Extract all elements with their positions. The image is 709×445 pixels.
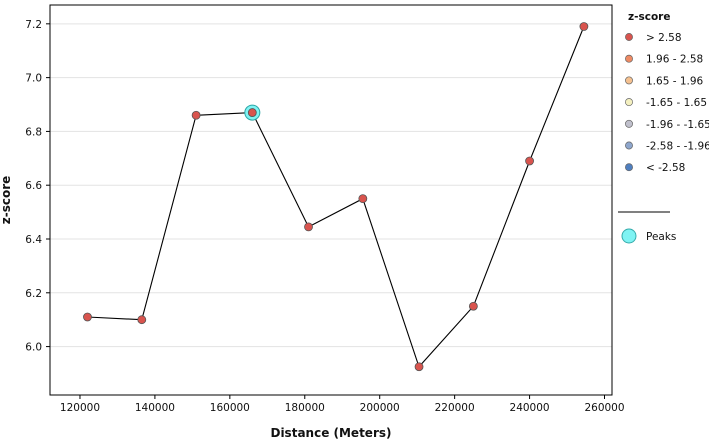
legend-label: 1.65 - 1.96	[646, 75, 704, 87]
legend: z-score > 2.58 1.96 - 2.58 1.65 - 1.96 -1.6…	[618, 11, 709, 244]
y-tick-label: 6.4	[25, 234, 42, 246]
y-axis: 6.0 6.2 6.4 6.6 6.8 7.0 7.2	[25, 19, 50, 354]
x-tick-label: 260000	[584, 402, 624, 414]
x-tick-label: 180000	[285, 402, 325, 414]
data-point	[468, 301, 478, 311]
data-point	[83, 312, 92, 322]
x-tick-label: 120000	[60, 402, 100, 414]
legend-peak-label: Peaks	[646, 231, 676, 243]
data-point	[525, 156, 534, 166]
legend-label: 1.96 - 2.58	[646, 54, 703, 66]
series-line	[87, 26, 585, 368]
y-tick-label: 6.8	[25, 126, 42, 138]
data-point	[414, 362, 424, 372]
legend-label: -1.96 - -1.65	[646, 119, 709, 131]
legend-label: < -2.58	[646, 162, 685, 174]
legend-swatch	[625, 76, 633, 85]
plot-frame	[49, 4, 613, 396]
legend-peak-marker	[621, 228, 637, 244]
legend-label: -1.65 - 1.65	[646, 97, 707, 109]
grid	[50, 23, 612, 348]
x-tick-label: 160000	[210, 402, 250, 414]
data-point	[137, 315, 147, 325]
series	[83, 22, 589, 372]
data-point	[579, 22, 589, 31]
data-point	[191, 110, 201, 120]
legend-items: > 2.58 1.96 - 2.58 1.65 - 1.96 -1.65 - 1.65…	[625, 32, 709, 174]
y-tick-label: 6.6	[25, 180, 42, 192]
legend-swatch	[625, 98, 633, 107]
x-axis: 120000 140000 160000 180000 200000 220000 2400…	[60, 395, 625, 414]
legend-swatch	[625, 141, 633, 150]
x-tick-label: 220000	[435, 402, 475, 414]
y-tick-label: 6.0	[25, 342, 42, 354]
x-axis-title: Distance (Meters)	[270, 426, 391, 440]
legend-swatch	[625, 54, 633, 63]
data-point	[247, 108, 257, 117]
legend-swatch	[625, 119, 633, 128]
x-tick-label: 200000	[360, 402, 400, 414]
legend-swatch	[625, 33, 633, 41]
legend-swatch	[625, 163, 633, 172]
x-tick-label: 140000	[135, 402, 175, 414]
y-tick-label: 7.0	[25, 73, 42, 85]
legend-title: z-score	[628, 11, 670, 23]
data-point	[304, 222, 313, 232]
y-tick-label: 6.2	[25, 288, 42, 300]
legend-label: -2.58 - -1.96	[646, 141, 709, 153]
data-point	[358, 194, 368, 204]
y-tick-label: 7.2	[25, 19, 42, 31]
legend-label: > 2.58	[646, 32, 682, 44]
x-tick-label: 240000	[510, 402, 550, 414]
y-axis-title: z-score	[0, 176, 13, 225]
